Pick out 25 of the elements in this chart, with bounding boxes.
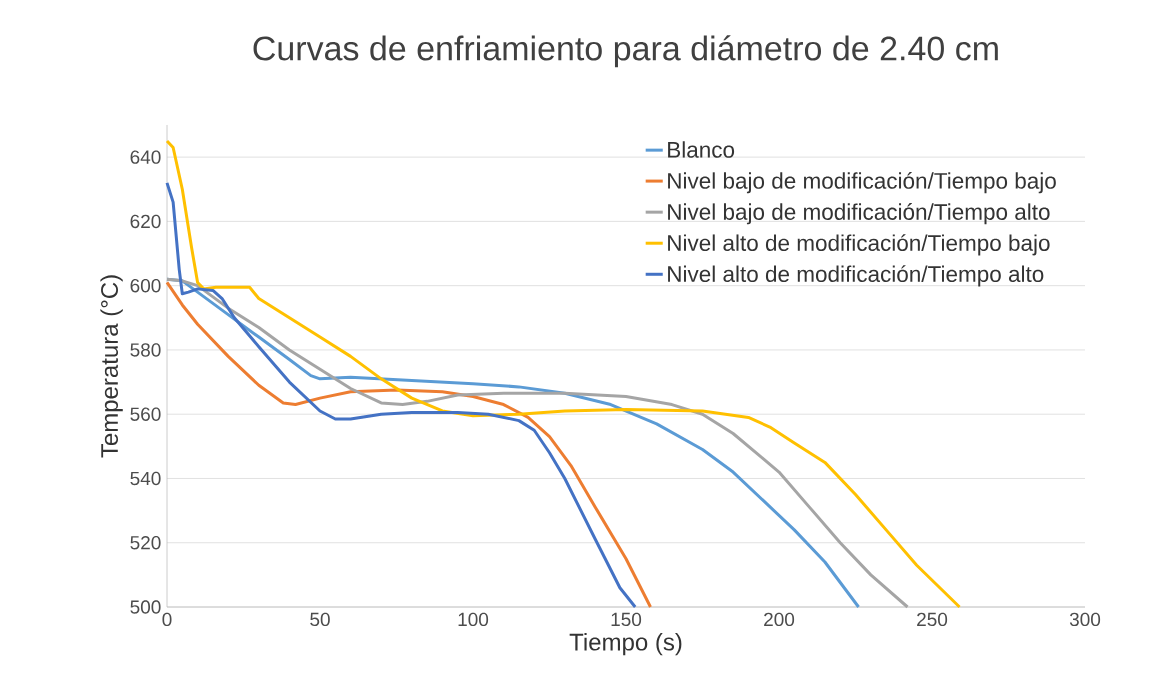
y-tick-label: 520 [130, 536, 161, 550]
x-tick-label: 150 [611, 612, 642, 627]
y-tick-label: 600 [130, 278, 161, 293]
x-tick-label: 250 [917, 612, 948, 627]
line-series [165, 181, 637, 609]
line-series [165, 280, 652, 609]
y-tick-label: 640 [130, 150, 161, 164]
y-tick-label: 580 [130, 343, 161, 357]
y-tick-label: 620 [130, 214, 161, 229]
y-axis-title: Temperatura (°C) [100, 275, 123, 458]
x-tick-label: 300 [1069, 612, 1101, 627]
y-tick-label: 500 [130, 600, 161, 614]
legend-label: Nivel bajo de modificación/Tiempo bajo [668, 172, 1056, 194]
x-tick-label: 200 [764, 612, 795, 627]
x-tick-label: 0 [162, 612, 172, 627]
legend-label: Nivel alto de modificación/Tiempo bajo [668, 234, 1050, 256]
x-tick-label: 50 [310, 612, 330, 627]
x-tick-label: 100 [458, 612, 489, 627]
legend-label: Blanco [668, 141, 735, 158]
y-tick-label: 540 [130, 471, 161, 486]
legend-label: Nivel alto de modificación/Tiempo alto [668, 265, 1044, 287]
x-axis-title: Tiempo (s) [569, 632, 682, 656]
legend-label: Nivel bajo de modificación/Tiempo alto [668, 203, 1050, 225]
chart-title: Curvas de enfriamiento para diámetro de 2.40 cm [253, 35, 998, 68]
y-tick-label: 560 [130, 407, 161, 421]
